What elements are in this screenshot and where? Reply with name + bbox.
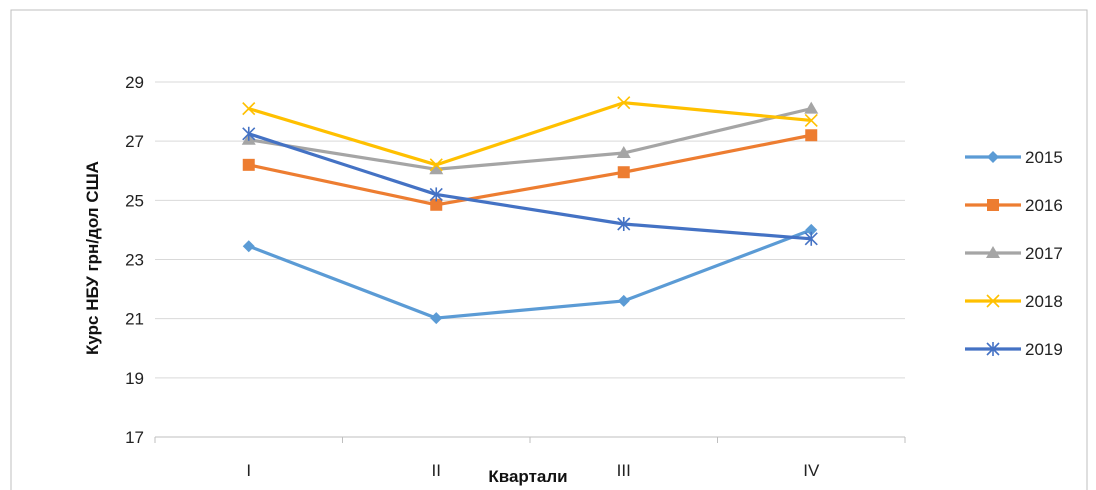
x-tick-label: IV [803,461,820,480]
x-tick-label: I [246,461,251,480]
y-tick-label: 19 [125,369,144,388]
legend-label: 2016 [1025,196,1063,215]
legend-label: 2015 [1025,148,1063,167]
data-point [805,129,817,141]
y-tick-label: 21 [125,310,144,329]
data-point [618,166,630,178]
y-tick-label: 27 [125,132,144,151]
y-tick-label: 23 [125,251,144,270]
y-tick-label: 25 [125,191,144,210]
legend-marker [987,199,999,211]
y-tick-label: 17 [125,428,144,447]
x-tick-label: III [617,461,631,480]
x-tick-label: II [432,461,441,480]
x-axis-title: Квартали [488,467,567,486]
legend-label: 2017 [1025,244,1063,263]
data-point [243,159,255,171]
y-tick-label: 29 [125,73,144,92]
y-axis-title: Курс НБУ грн/дол США [83,161,102,355]
legend-label: 2018 [1025,292,1063,311]
legend-label: 2019 [1025,340,1063,359]
